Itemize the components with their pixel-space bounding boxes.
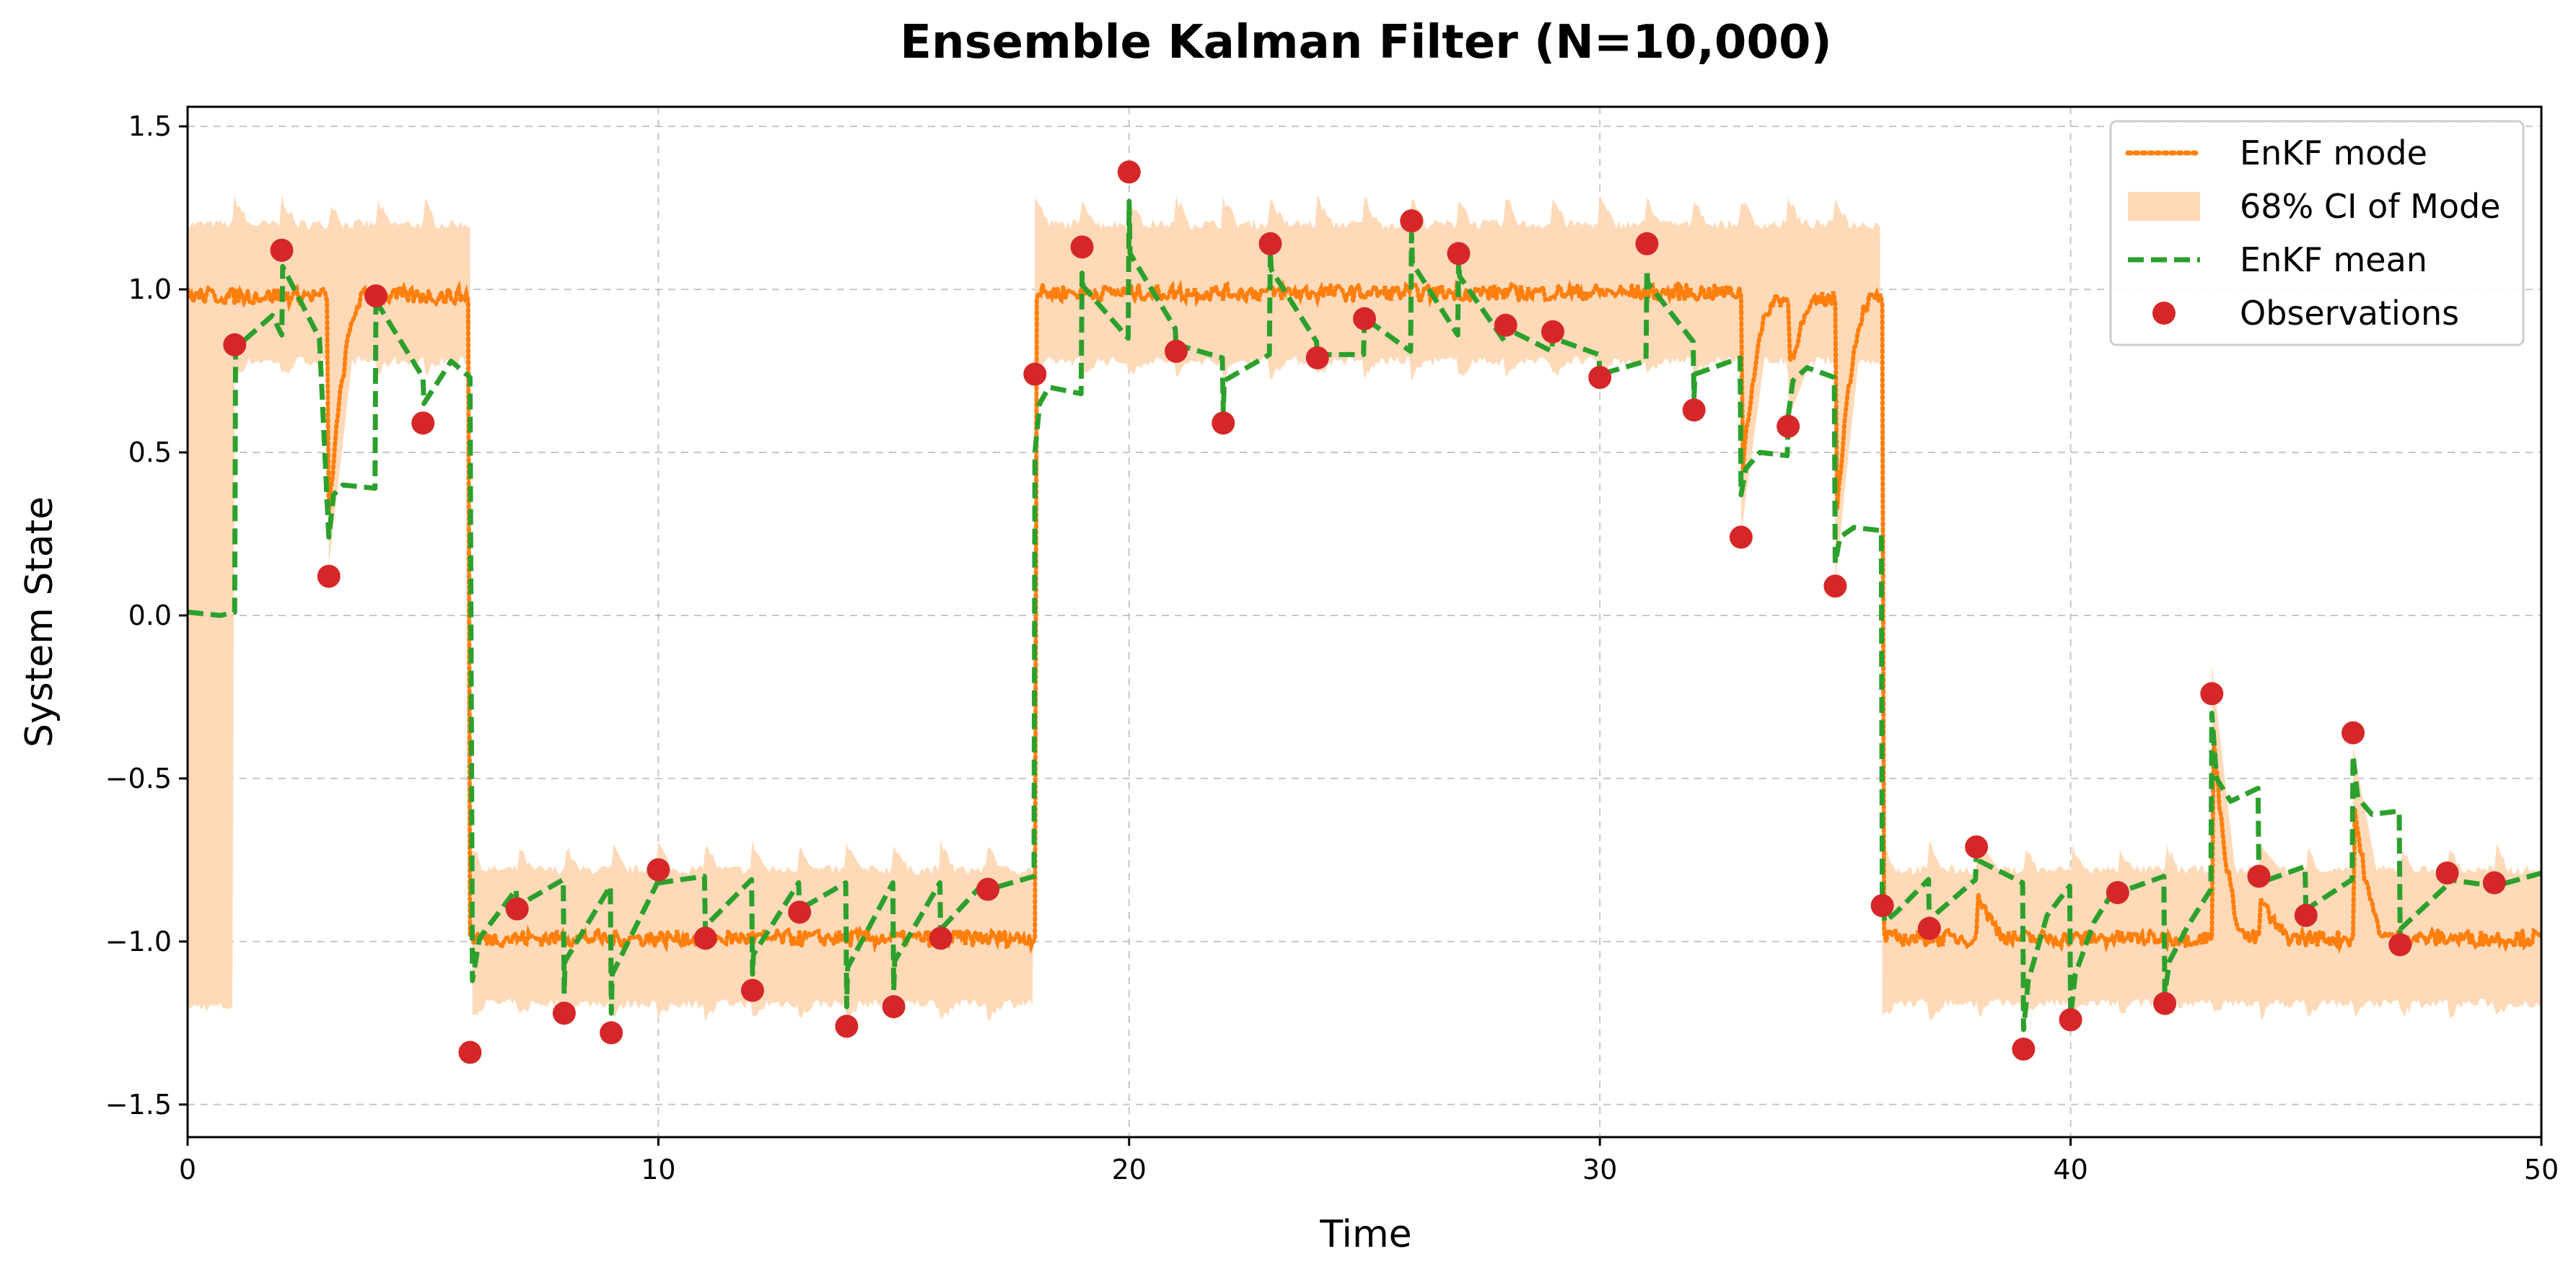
- y-tick-label-0: −1.5: [105, 1089, 172, 1121]
- observation-point-47: [2435, 861, 2459, 885]
- observation-point-29: [1588, 366, 1612, 390]
- observation-point-22: [1258, 232, 1282, 255]
- observation-point-36: [1917, 916, 1941, 940]
- observation-point-2: [317, 564, 341, 588]
- x-tick-label-1: 10: [641, 1154, 675, 1185]
- observation-point-0: [223, 333, 247, 356]
- legend-label-mean: EnKF mean: [2240, 240, 2427, 279]
- observation-point-15: [929, 926, 952, 950]
- observation-point-21: [1212, 411, 1235, 435]
- observation-point-40: [2106, 881, 2129, 905]
- x-tick-label-0: 0: [179, 1154, 196, 1185]
- observation-point-28: [1541, 320, 1564, 343]
- observation-point-34: [1823, 574, 1847, 598]
- axes-frame: [186, 105, 2543, 1139]
- legend-label-ci: 68% CI of Mode: [2240, 187, 2500, 226]
- observation-point-10: [693, 926, 717, 950]
- observation-point-27: [1494, 313, 1517, 337]
- x-tick-label-5: 50: [2524, 1154, 2559, 1185]
- observation-point-37: [1965, 835, 1989, 859]
- mean-line: [188, 198, 2541, 1033]
- observation-point-3: [364, 284, 387, 308]
- x-tick-label-4: 40: [2053, 1154, 2087, 1185]
- observation-point-35: [1870, 894, 1894, 918]
- x-tick-label-2: 20: [1112, 1154, 1147, 1185]
- observation-point-30: [1635, 232, 1659, 255]
- observation-point-31: [1682, 398, 1706, 422]
- tick-labels: 0 10 20 30 40 50 −1.5 −1.0 −0.5 0.0 0.5 1.0 1.5: [105, 110, 2559, 1185]
- observation-point-16: [976, 877, 1000, 901]
- y-tick-label-1: −1.0: [105, 926, 172, 957]
- y-tick-label-3: 0.0: [128, 600, 172, 631]
- y-tick-label-4: 0.5: [128, 437, 172, 468]
- observation-point-6: [505, 897, 529, 921]
- observation-point-32: [1729, 525, 1753, 549]
- observation-point-20: [1165, 339, 1188, 363]
- plot-area: [188, 160, 2541, 1064]
- observation-point-12: [788, 900, 812, 924]
- observation-point-5: [458, 1040, 482, 1064]
- chart-title: Ensemble Kalman Filter (N=10,000): [900, 16, 1831, 69]
- observation-point-8: [600, 1021, 623, 1045]
- observation-point-1: [270, 238, 294, 262]
- x-axis-label: Time: [1319, 1213, 1411, 1256]
- legend-swatch-ci: [2128, 192, 2200, 221]
- observation-point-44: [2294, 903, 2318, 927]
- legend-swatch-observations: [2152, 302, 2176, 325]
- observation-point-4: [411, 411, 435, 435]
- observation-point-26: [1447, 242, 1471, 266]
- observation-point-45: [2341, 721, 2365, 745]
- observation-point-48: [2482, 871, 2506, 895]
- axes: [179, 105, 2543, 1146]
- observation-point-19: [1117, 160, 1141, 184]
- observation-point-14: [882, 995, 906, 1019]
- y-axis-label: System State: [18, 496, 61, 748]
- y-tick-label-2: −0.5: [105, 763, 172, 794]
- observation-point-7: [552, 1001, 576, 1025]
- observation-point-38: [2012, 1037, 2036, 1061]
- observation-point-43: [2247, 864, 2271, 888]
- observation-point-33: [1777, 414, 1800, 438]
- observation-point-39: [2059, 1008, 2082, 1032]
- y-tick-label-5: 1.0: [128, 273, 172, 305]
- observation-point-25: [1400, 209, 1424, 233]
- legend-label-obs: Observations: [2240, 294, 2459, 333]
- observation-point-41: [2153, 991, 2177, 1015]
- observation-point-11: [740, 978, 764, 1002]
- observation-point-17: [1023, 362, 1047, 386]
- observation-point-13: [835, 1014, 859, 1038]
- legend-box: [2109, 120, 2525, 346]
- observation-point-24: [1353, 307, 1376, 330]
- observation-point-42: [2200, 682, 2224, 706]
- x-tick-label-3: 30: [1582, 1154, 1617, 1185]
- observation-point-18: [1070, 235, 1094, 259]
- observation-point-9: [647, 858, 670, 882]
- y-tick-label-6: 1.5: [128, 110, 172, 142]
- observation-point-23: [1305, 346, 1329, 369]
- legend-label-mode: EnKF mode: [2240, 133, 2427, 172]
- observation-point-46: [2388, 933, 2412, 957]
- legend: EnKF mode 68% CI of Mode EnKF mean Observat…: [2109, 120, 2525, 346]
